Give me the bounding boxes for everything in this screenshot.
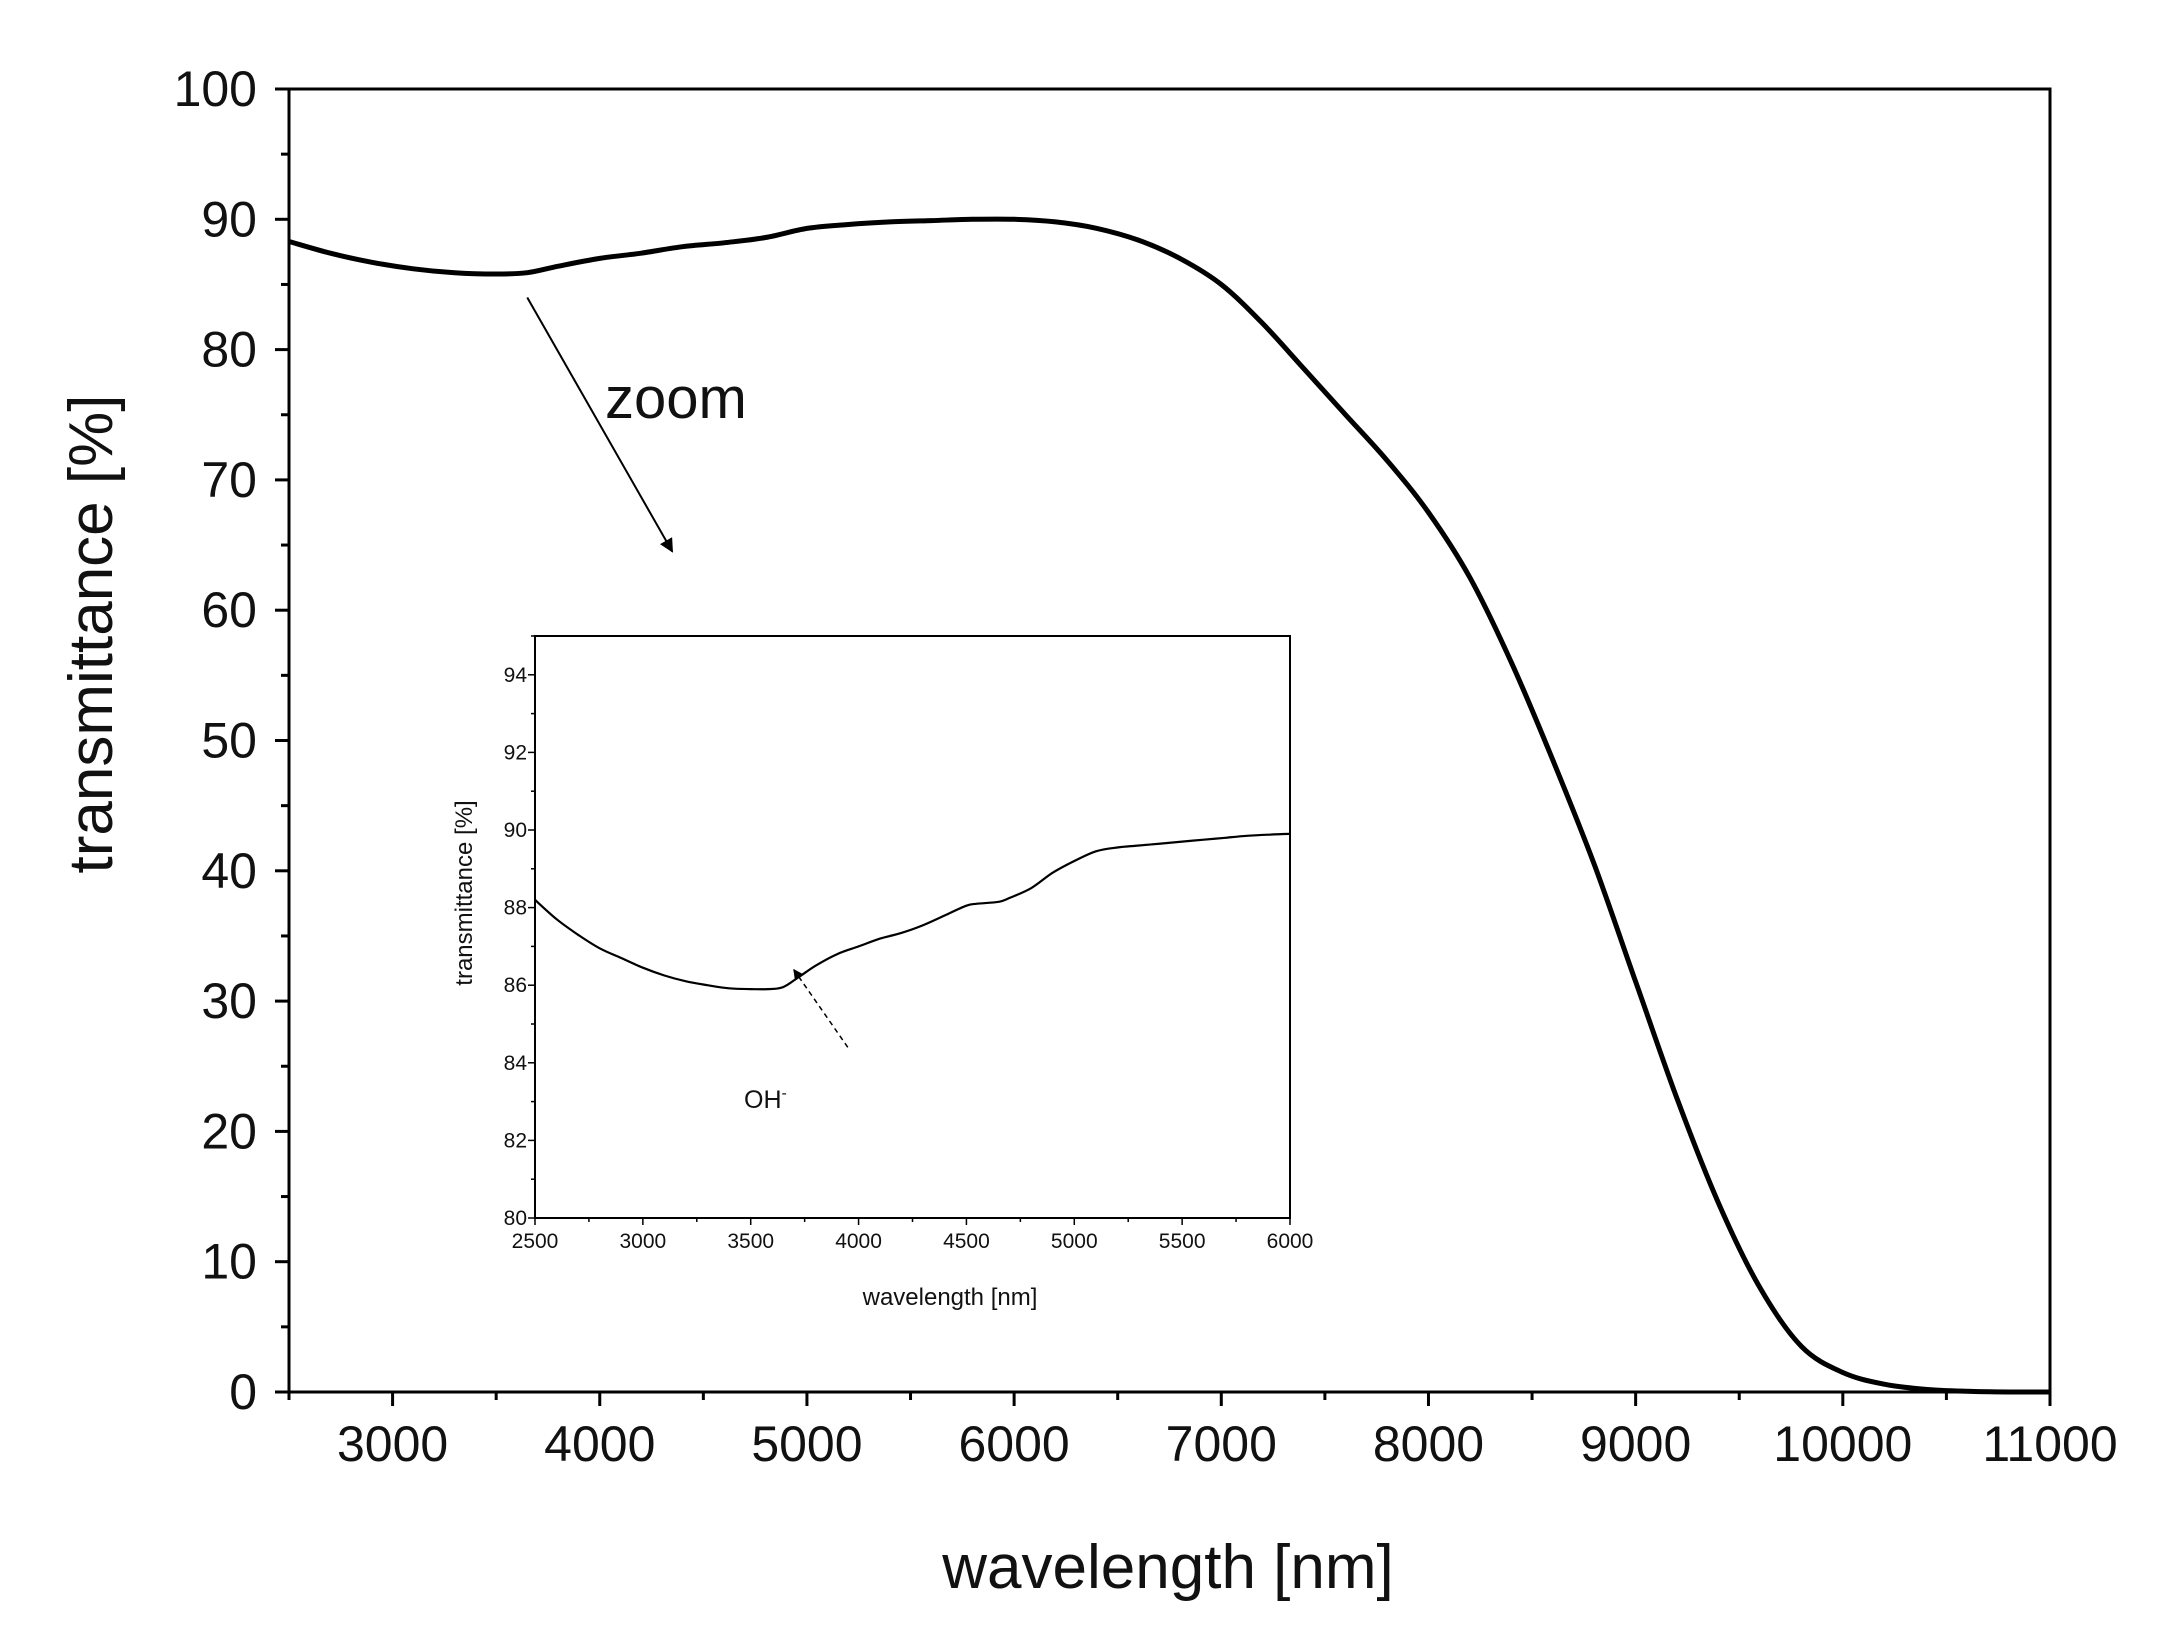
main-y-ticks: 0 10 20 30 40 50 60 70 80 90 100: [174, 61, 289, 1420]
oh-arrow: [793, 968, 849, 1048]
oh-label-superscript: -: [782, 1085, 787, 1102]
main-transmittance-line: [288, 216, 2051, 1395]
inset-y-tick-label: 92: [504, 741, 527, 764]
zoom-label: zoom: [605, 366, 747, 431]
inset-x-tick-label: 5000: [1051, 1230, 1098, 1253]
main-x-tick-label: 6000: [959, 1416, 1070, 1472]
inset-y-tick-label: 94: [504, 664, 528, 687]
inset-y-tick-label: 84: [504, 1052, 528, 1075]
main-x-axis-title: wavelength [nm]: [941, 1533, 1393, 1602]
main-x-tick-label: 5000: [751, 1416, 862, 1472]
main-x-tick-label: 10000: [1773, 1416, 1912, 1472]
main-x-tick-label: 7000: [1166, 1416, 1277, 1472]
main-y-axis-title: transmittance [%]: [57, 395, 126, 874]
inset-x-tick-label: 4000: [835, 1230, 882, 1253]
main-x-tick-label: 11000: [1982, 1416, 2117, 1472]
inset-background: [455, 631, 1315, 1318]
main-y-tick-label: 30: [201, 973, 257, 1029]
main-y-tick-label: 50: [201, 713, 257, 769]
zoom-arrow: [526, 296, 674, 553]
main-x-tick-label: 4000: [544, 1416, 655, 1472]
inset-y-tick-label: 90: [504, 819, 527, 842]
main-y-tick-label: 10: [201, 1234, 257, 1290]
inset-x-tick-label: 5500: [1159, 1230, 1206, 1253]
inset-y-axis-title: transmittance [%]: [451, 800, 478, 985]
main-x-tick-label: 3000: [337, 1416, 448, 1472]
main-chart: 3000 4000 5000 6000 7000 8000 9000 10000 11000 0…: [57, 61, 2118, 1602]
inset-x-ticks: 2500 3000 3500 4000 4500 5000 5500 6000: [512, 1218, 1314, 1253]
inset-chart: 2500 3000 3500 4000 4500 5000 5500 6000 8082848…: [451, 631, 1315, 1318]
inset-x-tick-label: 4500: [943, 1230, 990, 1253]
main-y-tick-label: 100: [174, 61, 257, 117]
inset-transmittance-line: [534, 832, 1291, 991]
main-y-tick-label: 60: [201, 582, 257, 638]
inset-y-tick-label: 80: [504, 1207, 527, 1230]
inset-x-tick-label: 3500: [727, 1230, 774, 1253]
main-y-tick-label: 0: [229, 1364, 257, 1420]
main-y-tick-label: 90: [201, 191, 257, 247]
main-y-tick-label: 40: [201, 843, 257, 899]
inset-y-ticks: 80 82 84 86 88 90 92 94: [504, 635, 535, 1230]
main-x-ticks: 3000 4000 5000 6000 7000 8000 9000 10000 11000: [287, 1392, 2118, 1472]
main-plot-frame: [287, 87, 2052, 1394]
main-y-tick-label: 80: [201, 322, 257, 378]
inset-x-tick-label: 3000: [619, 1230, 666, 1253]
oh-label-text: OH: [744, 1086, 782, 1114]
inset-y-tick-label: 86: [504, 974, 527, 997]
main-x-tick-label: 9000: [1580, 1416, 1691, 1472]
inset-x-tick-label: 2500: [512, 1230, 559, 1253]
oh-label: OH-: [744, 1085, 787, 1114]
inset-plot-frame: [534, 635, 1291, 1219]
inset-x-tick-label: 6000: [1267, 1230, 1314, 1253]
inset-y-tick-label: 82: [504, 1129, 527, 1152]
inset-y-tick-label: 88: [504, 897, 527, 920]
main-x-tick-label: 8000: [1373, 1416, 1484, 1472]
main-y-tick-label: 70: [201, 452, 257, 508]
inset-x-axis-title: wavelength [nm]: [862, 1284, 1038, 1311]
main-y-tick-label: 20: [201, 1103, 257, 1159]
